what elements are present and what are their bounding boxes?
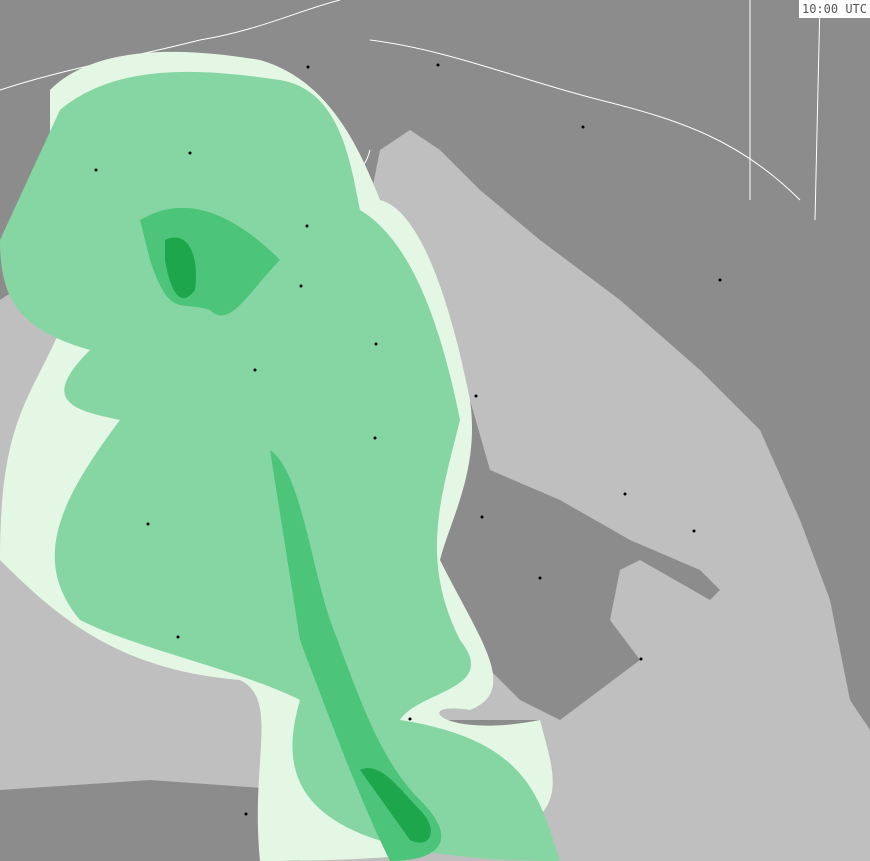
city-markers (94, 63, 722, 816)
time-label: 10:00 UTC (798, 0, 870, 18)
precipitation (0, 51, 560, 861)
